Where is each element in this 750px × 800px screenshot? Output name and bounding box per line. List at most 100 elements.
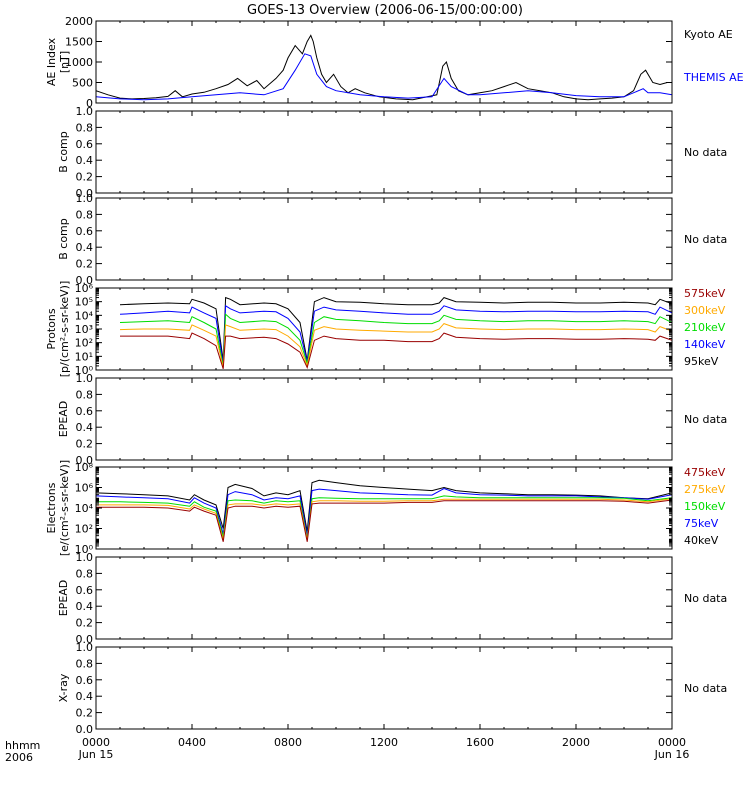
x-tick-label: 0000: [658, 736, 686, 749]
panel-ae-index: 0 500 1000 1500 2000 AE Index [nT] Kyoto AE THEM…: [45, 15, 744, 110]
y-tick-label: 1.0: [76, 192, 94, 205]
legend-entry: 150keV: [684, 500, 726, 513]
panel-frame: [95, 20, 673, 104]
legend-entry: 75keV: [684, 517, 719, 530]
y-tick-label: 0.0: [76, 274, 94, 287]
panel-frame: [95, 556, 673, 640]
y-tick-label: 0.4: [76, 600, 94, 613]
time-axis: hhmm 2006 0000 0400 0800 1200 1600 2000 0000Ju…: [5, 736, 689, 764]
y-axis-label: [e/(cm²-s-sr-keV)]: [58, 460, 71, 556]
y-axis-label: Electrons: [45, 482, 58, 533]
y-tick-label: 0.8: [76, 388, 94, 401]
series-line-210kev: [119, 313, 672, 366]
series-line-themis-ae: [96, 53, 672, 101]
legend-entry: 95keV: [684, 355, 719, 368]
panel-frame: [95, 197, 673, 281]
panel-frame: [95, 110, 673, 194]
y-tick-label: 0.0: [76, 633, 94, 646]
legend-entry: THEMIS AE: [683, 71, 744, 84]
x-tick-label: 0400: [178, 736, 206, 749]
y-tick-label: 0.4: [76, 241, 94, 254]
y-axis-label: EPEAD: [57, 401, 70, 438]
y-tick-label: 0.6: [76, 138, 94, 151]
figure-title: GOES-13 Overview (2006-06-15/00:00:00): [247, 3, 523, 18]
series-line-275kev: [96, 498, 672, 540]
y-tick-label: 0.0: [76, 454, 94, 467]
legend-entry: 575keV: [684, 287, 726, 300]
y-tick-label: 500: [72, 77, 93, 90]
y-tick-label: 0.8: [76, 121, 94, 134]
legend-entry: 300keV: [684, 304, 726, 317]
panel-series-group: [119, 296, 672, 370]
y-axis-label: B comp: [57, 131, 70, 173]
y-tick-label: 10²: [75, 523, 93, 536]
panel-series-group: [96, 34, 672, 101]
series-line-75kev: [96, 487, 672, 536]
x-date-label: Jun 15: [78, 748, 114, 761]
y-tick-label: 0.2: [76, 617, 94, 630]
legend-entry: 275keV: [684, 483, 726, 496]
series-line-140kev: [119, 304, 672, 364]
y-tick-label: 0.6: [76, 405, 94, 418]
series-line-40kev: [96, 479, 672, 532]
y-tick-label: 0: [86, 97, 93, 110]
y-axis-label: EPEAD: [57, 580, 70, 617]
y-axis-label: X-ray: [57, 673, 70, 702]
no-data-label: No data: [684, 413, 727, 426]
y-tick-label: 10⁰: [75, 543, 94, 556]
time-axis-label-year: 2006: [5, 751, 33, 764]
x-tick-label: 0800: [274, 736, 302, 749]
y-tick-label: 0.6: [76, 225, 94, 238]
x-tick-label: 1200: [370, 736, 398, 749]
y-tick-label: 10⁸: [75, 461, 94, 474]
series-line-kyoto-ae: [96, 34, 672, 101]
y-tick-label: 0.4: [76, 421, 94, 434]
y-tick-label: 10⁵: [75, 296, 93, 309]
panel-x-ray: 0.0 0.2 0.4 0.6 0.8 1.0 X-ray No data: [57, 641, 727, 736]
y-tick-label: 1500: [65, 36, 93, 49]
panel-frame: [95, 287, 673, 371]
y-tick-label: 10¹: [75, 350, 93, 363]
time-axis-label-hhmm: hhmm: [5, 739, 40, 752]
y-tick-label: 0.0: [76, 723, 94, 736]
y-tick-label: 10⁰: [75, 364, 94, 377]
y-tick-label: 10³: [75, 323, 93, 336]
series-line-475kev: [96, 499, 672, 542]
y-axis-label: Protons: [45, 308, 58, 349]
y-tick-label: 1.0: [76, 551, 94, 564]
y-tick-label: 0.8: [76, 208, 94, 221]
legend-entry: 140keV: [684, 338, 726, 351]
y-axis-label: [p/(cm²-s-sr-keV)]: [58, 281, 71, 378]
panels: 0 500 1000 1500 2000 AE Index [nT] Kyoto AE THEM…: [45, 15, 744, 736]
legend-entry: 210keV: [684, 321, 726, 334]
panel-epead-2: 0.0 0.2 0.4 0.6 0.8 1.0 EPEAD No data: [57, 551, 727, 646]
panel-frame: [95, 377, 673, 461]
y-axis-label: B comp: [57, 218, 70, 260]
y-tick-label: 0.4: [76, 690, 94, 703]
panel-epead-1: 0.0 0.2 0.4 0.6 0.8 1.0 EPEAD No data: [57, 372, 727, 467]
y-tick-label: 1.0: [76, 372, 94, 385]
y-tick-label: 0.2: [76, 438, 94, 451]
no-data-label: No data: [684, 233, 727, 246]
series-line-575kev: [120, 332, 672, 370]
y-tick-label: 10⁴: [75, 502, 94, 515]
x-tick-label: 1600: [466, 736, 494, 749]
y-tick-label: 2000: [65, 15, 93, 28]
legend-entry: Kyoto AE: [684, 28, 733, 41]
y-tick-label: 10⁴: [75, 309, 94, 322]
y-tick-label: 0.2: [76, 171, 94, 184]
y-axis-label: [nT]: [58, 51, 71, 73]
y-tick-label: 1.0: [76, 105, 94, 118]
y-tick-label: 0.8: [76, 567, 94, 580]
panel-b-comp-1: 0.0 0.2 0.4 0.6 0.8 1.0 B comp No data: [57, 105, 727, 200]
panel-series-group: [96, 479, 672, 542]
legend-entry: 475keV: [684, 466, 726, 479]
y-tick-label: 0.4: [76, 154, 94, 167]
no-data-label: No data: [684, 146, 727, 159]
series-line-150kev: [96, 495, 672, 539]
y-tick-label: 10⁶: [75, 482, 94, 495]
y-tick-label: 0.2: [76, 707, 94, 720]
